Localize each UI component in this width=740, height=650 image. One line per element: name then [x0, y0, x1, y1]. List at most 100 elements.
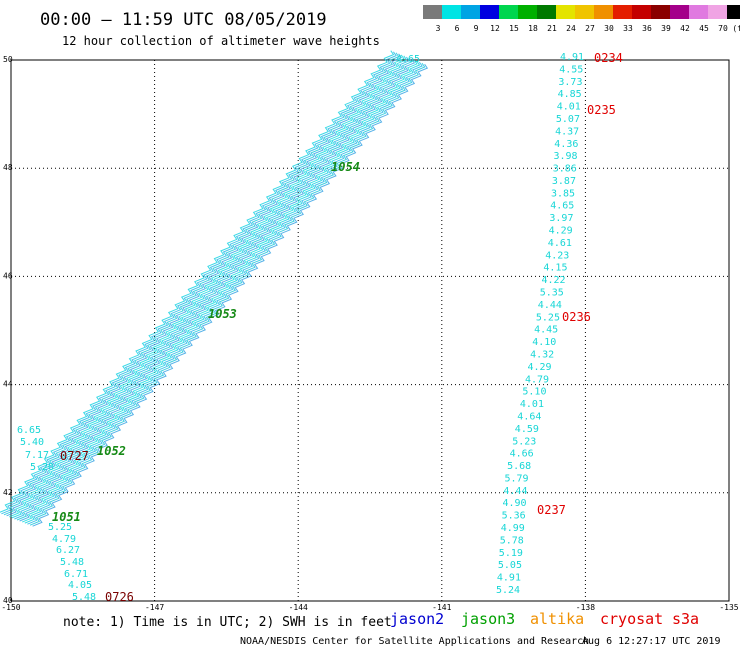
- swh-value: 5.05: [498, 560, 522, 571]
- scale-swatch: [651, 5, 670, 19]
- x-tick-label: -144: [289, 603, 308, 612]
- swath-track: [0, 50, 395, 513]
- scale-swatch: [480, 5, 499, 19]
- time-label-green: 1052: [97, 444, 126, 458]
- swh-value: 4.45: [534, 325, 558, 336]
- scale-swatch: [613, 5, 632, 19]
- swh-value: 4.85: [558, 89, 582, 100]
- swh-value: 4.64: [517, 412, 541, 423]
- swh-value: 4.23: [545, 250, 569, 261]
- grid-lines: [11, 60, 729, 601]
- swh-value: 5.07: [556, 114, 580, 125]
- scale-swatch: [442, 5, 461, 19]
- time-label-red: 0237: [537, 503, 566, 517]
- swh-value: 6.65: [17, 425, 41, 436]
- scale-label: 21: [547, 24, 557, 33]
- swath-track: [27, 61, 423, 525]
- y-tick-label: 42: [3, 488, 13, 497]
- left-track-values-lower: 5.254.796.275.486.714.055.48: [48, 522, 96, 603]
- swh-value: 4.90: [503, 498, 527, 509]
- scale-label: 9: [474, 24, 479, 33]
- swh-value: 5.79: [505, 473, 529, 484]
- swh-value: 4.36: [554, 139, 578, 150]
- swh-value: 4.65: [550, 201, 574, 212]
- swh-value: 4.01: [557, 102, 581, 113]
- satellite-legend: jason2 jason3 altika cryosat s3a: [390, 610, 699, 628]
- swh-value: 5.20: [30, 462, 54, 473]
- y-tick-labels: 40 42 44 46 48 50: [3, 55, 13, 605]
- swh-value: 5.23: [512, 436, 536, 447]
- swh-value: 5.40: [20, 437, 44, 448]
- time-label-red: 0727: [60, 449, 89, 463]
- swh-value: 5.78: [500, 535, 524, 546]
- swh-value: 4.37: [555, 126, 579, 137]
- y-tick-label: 40: [3, 596, 13, 605]
- scale-swatch: [537, 5, 556, 19]
- scale-label: 36: [642, 24, 652, 33]
- scale-label: 27: [585, 24, 595, 33]
- timestamp-text: Aug 6 12:27:17 UTC 2019: [582, 636, 720, 647]
- swh-value: 3.87: [552, 176, 576, 187]
- swh-value: 4.32: [530, 350, 554, 361]
- swh-value: 3.73: [558, 77, 582, 88]
- plot-frame: [10, 59, 730, 602]
- swath-track: [29, 62, 426, 526]
- swh-value: 5.24: [496, 585, 520, 596]
- credit-text: NOAA/NESDIS Center for Satellite Applica…: [240, 636, 589, 647]
- time-label-red: 0235: [587, 103, 616, 117]
- x-tick-label: -138: [576, 603, 595, 612]
- swh-value: 5.25: [536, 312, 560, 323]
- scale-swatch: [670, 5, 689, 19]
- satellite-legend-entry: altika: [530, 610, 584, 628]
- scale-swatch: [499, 5, 518, 19]
- right-track-values: 4.914.553.734.854.015.074.374.363.983.86…: [496, 52, 584, 596]
- swh-value: 4.79: [525, 374, 549, 385]
- chart-subtitle: 12 hour collection of altimeter wave hei…: [62, 34, 380, 48]
- swh-value: 4.01: [520, 399, 544, 410]
- scale-label: 70: [718, 24, 728, 33]
- swh-value: 5.48: [72, 592, 96, 603]
- swath-track: [19, 58, 416, 522]
- swh-value: 3.85: [551, 188, 575, 199]
- scale-label: 12: [490, 24, 500, 33]
- scale-label: 15: [509, 24, 519, 33]
- diag-track-label: 4.65: [396, 54, 420, 65]
- scale-label: 18: [528, 24, 538, 33]
- scale-label: 6: [455, 24, 460, 33]
- satellite-legend-entry: cryosat: [600, 610, 663, 628]
- swath-track: [9, 54, 405, 518]
- swath-track: [16, 57, 413, 521]
- diagonal-swath-tracks: [0, 50, 429, 527]
- swh-value: 5.19: [499, 548, 523, 559]
- scale-swatch: [708, 5, 727, 19]
- time-label-green: 1051: [52, 510, 81, 524]
- scale-label: 3: [436, 24, 441, 33]
- swh-value: 4.29: [528, 362, 552, 373]
- scale-label: 33: [623, 24, 633, 33]
- y-tick-label: 44: [3, 380, 13, 389]
- swh-value: 4.29: [549, 226, 573, 237]
- scale-swatch: [727, 5, 740, 19]
- left-track-values-upper: 6.655.40 7.175.20: [17, 425, 54, 473]
- scale-swatch: [461, 5, 480, 19]
- time-label-red: 0726: [105, 590, 134, 604]
- swh-value: 4.05: [68, 580, 92, 591]
- scale-label: 45: [699, 24, 709, 33]
- scale-label: 39: [661, 24, 671, 33]
- swh-value: 4.59: [515, 424, 539, 435]
- swh-value: 3.86: [553, 164, 577, 175]
- x-tick-label: -147: [145, 603, 164, 612]
- swh-value: 4.10: [532, 337, 556, 348]
- swh-value: 4.91: [497, 573, 521, 584]
- scale-label: (ft): [732, 24, 740, 33]
- swh-value: 4.91: [560, 52, 584, 63]
- time-label-red: 0236: [562, 310, 591, 324]
- swath-track: [1, 51, 397, 515]
- swath-track: [32, 63, 429, 527]
- chart-title: 00:00 – 11:59 UTC 08/05/2019: [40, 10, 327, 30]
- swath-track: [24, 60, 421, 524]
- footer-note: note: 1) Time is in UTC; 2) SWH is in fe…: [63, 615, 392, 630]
- swh-value: 4.66: [510, 449, 534, 460]
